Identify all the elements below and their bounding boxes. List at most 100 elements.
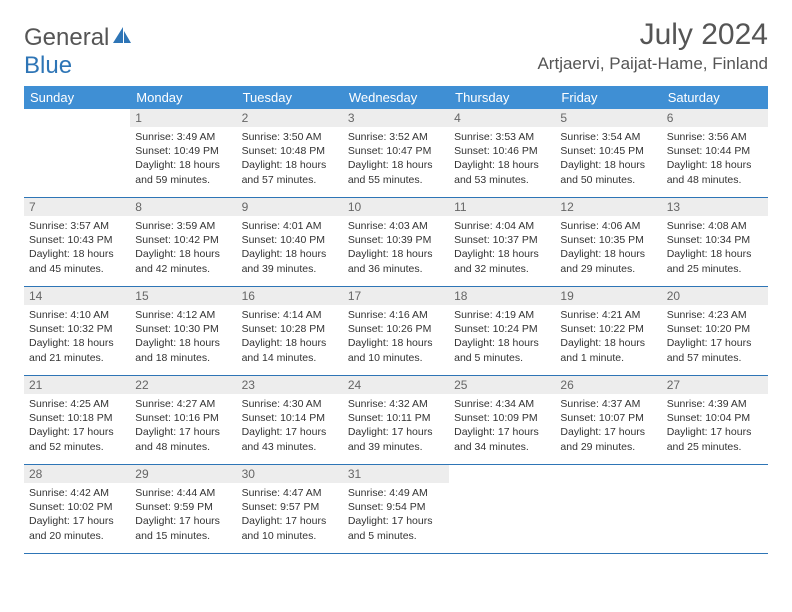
daylight-line-1: Daylight: 18 hours [242,247,338,261]
day-detail: Sunrise: 4:19 AMSunset: 10:24 PMDaylight… [449,305,555,369]
sunset-line: Sunset: 10:30 PM [135,322,231,336]
day-detail: Sunrise: 4:30 AMSunset: 10:14 PMDaylight… [237,394,343,458]
daylight-line-1: Daylight: 18 hours [29,336,125,350]
sunrise-line: Sunrise: 4:19 AM [454,308,550,322]
day-detail: Sunrise: 3:54 AMSunset: 10:45 PMDaylight… [555,127,661,191]
calendar-day-cell: 10Sunrise: 4:03 AMSunset: 10:39 PMDaylig… [343,198,449,287]
daylight-line-1: Daylight: 18 hours [135,336,231,350]
daylight-line-2: and 25 minutes. [667,440,763,454]
sunrise-line: Sunrise: 4:37 AM [560,397,656,411]
calendar-day-cell [449,465,555,554]
calendar-day-cell [24,109,130,198]
day-detail: Sunrise: 4:44 AMSunset: 9:59 PMDaylight:… [130,483,236,547]
sunset-line: Sunset: 9:57 PM [242,500,338,514]
day-number: 19 [555,287,661,305]
day-detail: Sunrise: 4:32 AMSunset: 10:11 PMDaylight… [343,394,449,458]
sunrise-line: Sunrise: 4:10 AM [29,308,125,322]
daylight-line-1: Daylight: 18 hours [29,247,125,261]
sunset-line: Sunset: 10:24 PM [454,322,550,336]
daylight-line-2: and 57 minutes. [242,173,338,187]
daylight-line-2: and 36 minutes. [348,262,444,276]
sunset-line: Sunset: 10:11 PM [348,411,444,425]
daylight-line-2: and 14 minutes. [242,351,338,365]
daylight-line-2: and 53 minutes. [454,173,550,187]
day-number: 29 [130,465,236,483]
daylight-line-2: and 20 minutes. [29,529,125,543]
calendar-week-row: 21Sunrise: 4:25 AMSunset: 10:18 PMDaylig… [24,376,768,465]
day-detail: Sunrise: 4:47 AMSunset: 9:57 PMDaylight:… [237,483,343,547]
calendar-day-cell: 26Sunrise: 4:37 AMSunset: 10:07 PMDaylig… [555,376,661,465]
day-number: 25 [449,376,555,394]
sunrise-line: Sunrise: 3:59 AM [135,219,231,233]
daylight-line-2: and 48 minutes. [135,440,231,454]
day-detail: Sunrise: 4:27 AMSunset: 10:16 PMDaylight… [130,394,236,458]
daylight-line-1: Daylight: 17 hours [135,514,231,528]
calendar-day-cell: 9Sunrise: 4:01 AMSunset: 10:40 PMDayligh… [237,198,343,287]
day-detail: Sunrise: 4:39 AMSunset: 10:04 PMDaylight… [662,394,768,458]
daylight-line-1: Daylight: 18 hours [135,158,231,172]
daylight-line-2: and 29 minutes. [560,262,656,276]
day-detail: Sunrise: 3:57 AMSunset: 10:43 PMDaylight… [24,216,130,280]
sunrise-line: Sunrise: 4:42 AM [29,486,125,500]
sunrise-line: Sunrise: 4:44 AM [135,486,231,500]
sunrise-line: Sunrise: 4:04 AM [454,219,550,233]
calendar-day-cell: 12Sunrise: 4:06 AMSunset: 10:35 PMDaylig… [555,198,661,287]
daylight-line-1: Daylight: 18 hours [560,158,656,172]
day-header: Saturday [662,86,768,109]
calendar-day-cell: 2Sunrise: 3:50 AMSunset: 10:48 PMDayligh… [237,109,343,198]
day-detail: Sunrise: 3:50 AMSunset: 10:48 PMDaylight… [237,127,343,191]
calendar-day-cell: 17Sunrise: 4:16 AMSunset: 10:26 PMDaylig… [343,287,449,376]
day-header: Sunday [24,86,130,109]
sunset-line: Sunset: 9:54 PM [348,500,444,514]
daylight-line-2: and 18 minutes. [135,351,231,365]
daylight-line-2: and 48 minutes. [667,173,763,187]
daylight-line-1: Daylight: 18 hours [348,158,444,172]
day-number: 26 [555,376,661,394]
calendar-day-cell: 6Sunrise: 3:56 AMSunset: 10:44 PMDayligh… [662,109,768,198]
day-header: Wednesday [343,86,449,109]
day-number: 1 [130,109,236,127]
calendar-week-row: 28Sunrise: 4:42 AMSunset: 10:02 PMDaylig… [24,465,768,554]
day-number: 30 [237,465,343,483]
day-detail: Sunrise: 4:21 AMSunset: 10:22 PMDaylight… [555,305,661,369]
day-number: 16 [237,287,343,305]
day-detail: Sunrise: 4:08 AMSunset: 10:34 PMDaylight… [662,216,768,280]
daylight-line-1: Daylight: 18 hours [667,247,763,261]
sunset-line: Sunset: 10:49 PM [135,144,231,158]
daylight-line-1: Daylight: 17 hours [667,425,763,439]
day-detail: Sunrise: 4:12 AMSunset: 10:30 PMDaylight… [130,305,236,369]
day-number: 7 [24,198,130,216]
day-detail: Sunrise: 4:16 AMSunset: 10:26 PMDaylight… [343,305,449,369]
sunrise-line: Sunrise: 4:47 AM [242,486,338,500]
daylight-line-1: Daylight: 18 hours [135,247,231,261]
day-number: 11 [449,198,555,216]
sunset-line: Sunset: 10:14 PM [242,411,338,425]
calendar-day-cell: 29Sunrise: 4:44 AMSunset: 9:59 PMDayligh… [130,465,236,554]
location-label: Artjaervi, Paijat-Hame, Finland [537,54,768,74]
calendar-day-cell: 28Sunrise: 4:42 AMSunset: 10:02 PMDaylig… [24,465,130,554]
sunrise-line: Sunrise: 3:52 AM [348,130,444,144]
daylight-line-1: Daylight: 18 hours [242,158,338,172]
sunrise-line: Sunrise: 4:01 AM [242,219,338,233]
day-detail: Sunrise: 3:53 AMSunset: 10:46 PMDaylight… [449,127,555,191]
day-header-row: Sunday Monday Tuesday Wednesday Thursday… [24,86,768,109]
sunset-line: Sunset: 10:16 PM [135,411,231,425]
sunset-line: Sunset: 10:47 PM [348,144,444,158]
brand-part1: General [24,24,109,51]
daylight-line-1: Daylight: 17 hours [667,336,763,350]
sunrise-line: Sunrise: 4:08 AM [667,219,763,233]
sunrise-line: Sunrise: 4:23 AM [667,308,763,322]
sunset-line: Sunset: 10:39 PM [348,233,444,247]
daylight-line-2: and 5 minutes. [348,529,444,543]
daylight-line-1: Daylight: 18 hours [454,247,550,261]
sunrise-line: Sunrise: 4:32 AM [348,397,444,411]
daylight-line-1: Daylight: 18 hours [454,158,550,172]
calendar-day-cell: 7Sunrise: 3:57 AMSunset: 10:43 PMDayligh… [24,198,130,287]
brand-part2: Blue [24,52,72,79]
daylight-line-2: and 15 minutes. [135,529,231,543]
calendar-day-cell: 11Sunrise: 4:04 AMSunset: 10:37 PMDaylig… [449,198,555,287]
daylight-line-2: and 10 minutes. [348,351,444,365]
daylight-line-2: and 34 minutes. [454,440,550,454]
sunset-line: Sunset: 10:20 PM [667,322,763,336]
calendar-day-cell: 3Sunrise: 3:52 AMSunset: 10:47 PMDayligh… [343,109,449,198]
